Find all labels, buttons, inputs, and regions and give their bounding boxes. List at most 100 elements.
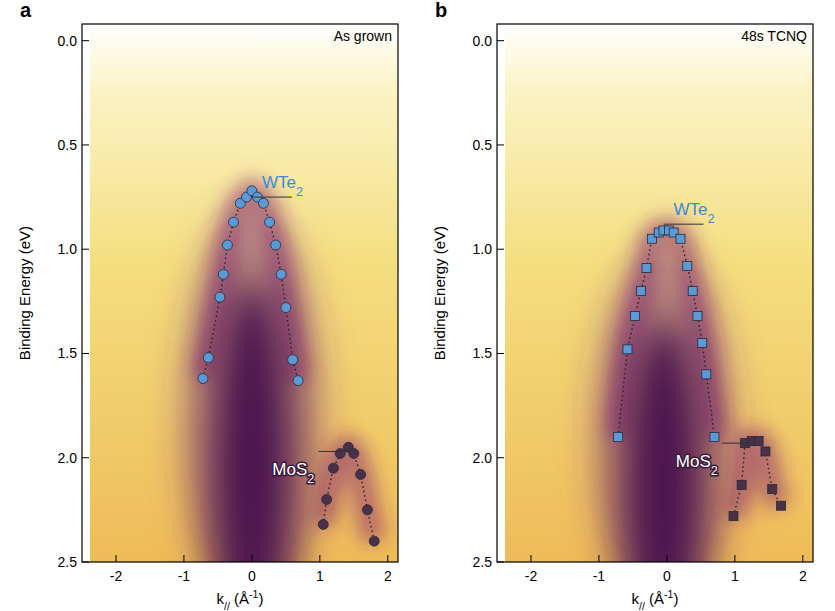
data-point [203,353,213,363]
data-point [198,373,208,383]
data-point [613,432,622,441]
y-tick-label: 1.0 [473,241,493,257]
y-tick-label: 2.5 [58,554,78,570]
data-point [265,217,275,227]
data-point [710,432,719,441]
y-tick [82,40,89,41]
data-point [258,198,268,208]
y-tick [82,249,89,250]
fit-line [618,230,715,437]
y-tick [82,353,89,354]
data-point [322,494,332,504]
vbm-line [663,224,703,225]
x-axis-title: k// (Å-1) [632,588,679,611]
band-intensity [734,441,782,516]
y-axis-title: Binding Energy (eV) [431,226,448,360]
data-point [335,449,345,459]
plot-area [90,24,398,562]
y-tick-label: 0.5 [58,137,78,153]
data-point [761,447,770,456]
data-point [754,437,763,446]
data-point [702,370,711,379]
x-tick-label: 0 [663,568,671,584]
x-axis-title: k// (Å-1) [217,588,264,611]
data-point [688,286,697,295]
x-tick [183,555,184,562]
x-tick [802,555,803,562]
x-tick [387,555,388,562]
data-point [637,286,646,295]
x-tick-label: 0 [248,568,256,584]
x-tick-label: -1 [178,568,191,584]
data-point [623,345,632,354]
y-tick [497,457,504,458]
x-tick [251,555,252,562]
vbm-line [722,443,752,444]
data-point [693,311,702,320]
intensity-halo [593,250,733,562]
y-tick [497,144,504,145]
data-point [683,261,692,270]
y-tick [497,249,504,250]
band-label: MoS2 [272,460,314,486]
y-tick-label: 1.5 [473,345,493,361]
data-point [229,217,239,227]
x-tick [115,555,116,562]
data-point [222,240,232,250]
y-tick-label: 0.5 [473,137,493,153]
panel: WTe2MoS2-2-10120.00.51.01.52.02.5k// (Å-… [431,0,813,611]
x-tick-label: -1 [593,568,606,584]
y-tick-label: 0.0 [58,33,78,49]
y-tick [497,353,504,354]
fit-line [203,191,298,381]
data-point [362,505,372,515]
y-tick-label: 2.0 [473,450,493,466]
y-tick [82,457,89,458]
data-point [698,339,707,348]
y-tick [82,144,89,145]
plot-area [505,24,813,562]
x-tick [530,555,531,562]
vbm-line [252,197,292,198]
vbm-line [318,451,348,452]
band-intensity [323,447,374,541]
x-tick-label: 1 [316,568,324,584]
x-tick [598,555,599,562]
data-point [288,355,298,365]
x-tick-label: 2 [799,568,807,584]
plot-frame [497,24,813,562]
y-tick-label: 1.5 [58,345,78,361]
band-label: WTe2 [262,173,303,199]
intensity-halo [182,211,322,562]
y-tick-label: 2.0 [58,450,78,466]
x-tick-label: 1 [731,568,739,584]
panel-letter: b [435,0,447,21]
x-tick [734,555,735,562]
y-tick [82,562,89,563]
x-tick [319,555,320,562]
data-point [276,269,286,279]
y-tick [497,562,504,563]
plot-frame [82,24,398,562]
data-point [369,536,379,546]
data-point [356,469,366,479]
data-point [729,512,738,521]
x-tick [666,555,667,562]
panel-title: As grown [334,28,392,44]
fit-line [323,447,374,541]
data-point [642,263,651,272]
x-tick-label: 2 [384,568,392,584]
panel: WTe2MoS2-2-10120.00.51.01.52.02.5k// (Å-… [16,0,398,611]
panel-letter: a [20,0,32,21]
y-tick-label: 2.5 [473,554,493,570]
data-point [777,501,786,510]
data-point [281,303,291,313]
band-label: MoS2 [676,452,718,478]
data-point [676,234,685,243]
data-point [737,480,746,489]
data-point [215,292,225,302]
x-tick-label: -2 [110,568,123,584]
data-point [318,519,328,529]
panel-title: 48s TCNQ [741,28,807,44]
band-label: WTe2 [673,200,714,226]
